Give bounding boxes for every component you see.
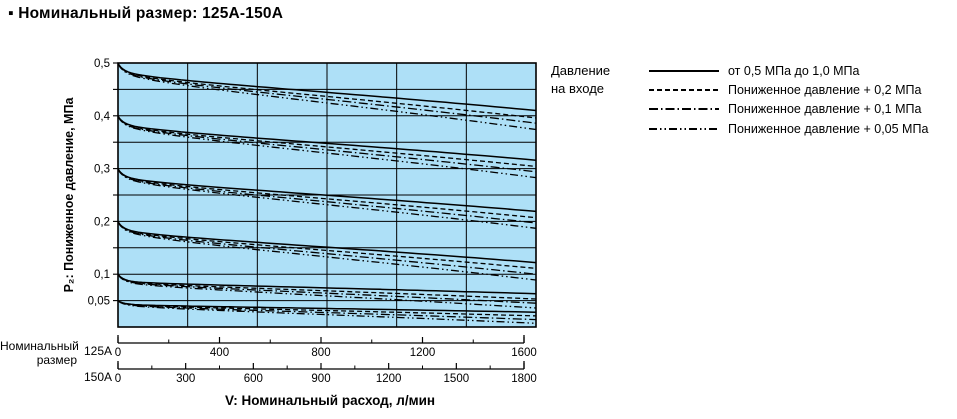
nominal-size-label-line2: размер — [36, 353, 77, 367]
curve-solid-p0,4 — [117, 115, 537, 161]
curve-dashdotdot-p0,4 — [117, 115, 537, 179]
y-tick-label: 0,4 — [94, 111, 111, 123]
curve-solid-p0,5 — [117, 62, 537, 112]
curve-dashdot-p0,4 — [117, 115, 537, 173]
x-tick-label: 0 — [115, 347, 121, 359]
legend-item-label: Пониженное давление + 0,2 МПа — [728, 82, 922, 97]
y-tick-label: 0,3 — [94, 164, 110, 176]
legend-item-dashed: Пониженное давление + 0,2 МПа — [648, 80, 928, 99]
x-tick-label: 300 — [176, 373, 195, 385]
x-tick-label: 1800 — [511, 373, 537, 385]
y-tick-label: 0,5 — [94, 58, 110, 70]
legend-line-dashed-icon — [649, 88, 719, 91]
x-axis-0: 0 400 800 1200 1600 — [115, 335, 537, 359]
curve-dashed-p0,5 — [117, 62, 537, 119]
legend-item-dashdotdot: Пониженное давление + 0,05 МПа — [648, 119, 928, 138]
pressure-curves — [117, 62, 537, 324]
legend-item-solid: от 0,5 МПа до 1,0 МПа — [648, 61, 928, 80]
nominal-size-label: Номинальный размер — [0, 339, 79, 367]
y-axis-title: P₂: Пониженное давление, МПа — [62, 97, 76, 293]
curve-dashed-p0,1 — [117, 273, 537, 300]
curve-dashed-p0,2 — [117, 221, 537, 270]
legend-heading-line1: Давление — [551, 63, 611, 78]
grid-lines — [118, 63, 536, 327]
curve-dashdotdot-p0,3 — [117, 168, 537, 229]
legend-item-label: от 0,5 МПа до 1,0 МПа — [728, 63, 860, 78]
x-axis-title: V: Номинальный расход, л/мин — [224, 393, 436, 408]
x-axis-1: 0 300 600 900 1200 1500 1800 — [115, 361, 537, 385]
y-tick-label: 0,2 — [94, 216, 110, 228]
x-tick-label: 600 — [244, 373, 263, 385]
page-title: ▪ Номинальный размер: 125А-150А — [8, 5, 284, 22]
x-tick-label: 1600 — [511, 347, 537, 359]
curve-dashdotdot-p0,5 — [117, 62, 537, 131]
nominal-size-label-line1: Номинальный — [0, 339, 79, 353]
axis-name-150a: 150А — [83, 370, 112, 384]
curve-dashdot-p0,2 — [117, 221, 537, 275]
curve-dashdot-p0,5 — [117, 62, 537, 124]
curve-dashdotdot-p0,1 — [117, 273, 537, 309]
x-tick-label: 900 — [311, 373, 330, 385]
curve-dashdot-p0,3 — [117, 168, 537, 224]
legend-item-label: Пониженное давление + 0,05 МПа — [728, 121, 929, 136]
legend-line-dashdot-icon — [649, 108, 719, 111]
legend-line-dashdotdot-icon — [649, 127, 719, 130]
legend-item-label: Пониженное давление + 0,1 МПа — [728, 102, 922, 117]
axis-name-125a: 125А — [83, 344, 112, 358]
curve-solid-p0,3 — [117, 168, 537, 213]
curve-dashdot-p0,1 — [117, 273, 537, 304]
curve-solid-p0,05 — [117, 299, 537, 313]
y-tick-label: 0,05 — [88, 296, 110, 308]
y-tick-label: 0,1 — [94, 269, 110, 281]
x-tick-label: 0 — [115, 373, 121, 385]
curve-dashdot-p0,05 — [117, 300, 537, 321]
x-tick-label: 1500 — [444, 373, 470, 385]
legend-heading: Давление на входе — [551, 62, 610, 98]
x-tick-label: 1200 — [410, 347, 436, 359]
y-axis: 0,5 0,4 0,3 0,2 0,1 0,05 — [88, 58, 118, 308]
legend-item-dashdot: Пониженное давление + 0,1 МПа — [648, 100, 928, 119]
legend-line-solid-icon — [649, 69, 719, 72]
curve-dashed-p0,3 — [117, 168, 537, 219]
curve-dashed-p0,4 — [117, 115, 537, 168]
curve-solid-p0,1 — [117, 273, 537, 295]
curve-dashed-p0,05 — [117, 300, 537, 317]
legend-heading-line2: на входе — [551, 81, 605, 96]
x-tick-label: 1200 — [376, 373, 402, 385]
x-tick-label: 400 — [210, 347, 229, 359]
curve-solid-p0,2 — [117, 221, 537, 264]
x-tick-label: 800 — [311, 347, 330, 359]
curve-dashdotdot-p0,2 — [117, 221, 537, 281]
legend-items: от 0,5 МПа до 1,0 МПа Пониженное давление… — [648, 61, 928, 138]
